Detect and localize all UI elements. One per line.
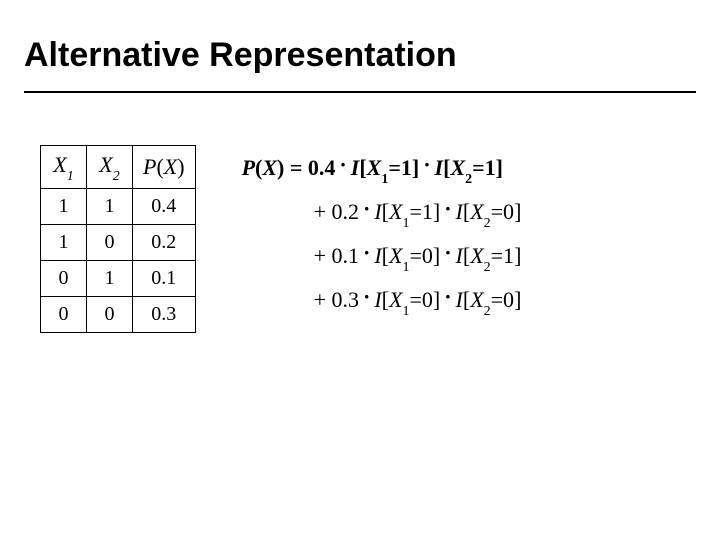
eq-val-a3: =0 xyxy=(409,287,432,312)
eq-sub-b2: 2 xyxy=(484,260,491,275)
eq-val-a2: =0 xyxy=(409,243,432,268)
cell-x2: 1 xyxy=(87,261,133,297)
table-row: 1 0 0.2 xyxy=(41,225,196,261)
equation-line-4: + 0.3·I[X1=0]·I[X2=0] xyxy=(242,279,522,323)
eq-coef-3: 0.3 xyxy=(331,287,359,312)
dot-icon: · xyxy=(440,284,455,309)
col-header-px-close: ) xyxy=(177,154,184,179)
eq-coef-1: 0.2 xyxy=(331,199,359,224)
eq-I: I xyxy=(374,287,381,312)
col-header-x2-var: X xyxy=(99,152,112,177)
cell-x2: 0 xyxy=(87,297,133,333)
equation-line-1: P(X) = 0.4·I[X1=1]·I[X2=1] xyxy=(242,147,522,191)
eq-coef-0: 0.4 xyxy=(308,155,336,180)
eq-I: I xyxy=(374,243,381,268)
dot-icon: · xyxy=(359,284,374,309)
eq-br-open: [ xyxy=(382,287,389,312)
dot-icon: · xyxy=(440,196,455,221)
table-header-row: X1 X2 P(X) xyxy=(41,146,196,189)
col-header-px-p: P xyxy=(143,154,156,179)
eq-coef-2: 0.1 xyxy=(331,243,359,268)
equation-block: P(X) = 0.4·I[X1=1]·I[X2=1] + 0.2·I[X1=1]… xyxy=(242,145,522,323)
cell-x1: 0 xyxy=(41,297,87,333)
col-header-x1: X1 xyxy=(41,146,87,189)
col-header-x1-var: X xyxy=(53,152,66,177)
title-rule xyxy=(24,91,696,93)
eq-br-open: [ xyxy=(359,155,366,180)
dot-icon: · xyxy=(359,240,374,265)
col-header-px-x: X xyxy=(164,154,177,179)
eq-lhs-x: X xyxy=(262,155,277,180)
eq-I: I xyxy=(456,243,463,268)
eq-br-close: ] xyxy=(514,199,521,224)
eq-br-open: [ xyxy=(382,199,389,224)
col-header-px-open: ( xyxy=(156,154,163,179)
eq-I: I xyxy=(456,287,463,312)
equation-line-2: + 0.2·I[X1=1]·I[X2=0] xyxy=(242,191,522,235)
eq-X: X xyxy=(367,155,382,180)
cell-px: 0.2 xyxy=(133,225,196,261)
eq-X: X xyxy=(450,155,465,180)
eq-br-close: ] xyxy=(514,287,521,312)
title-area: Alternative Representation xyxy=(0,0,720,105)
eq-val-b2: =1 xyxy=(491,243,514,268)
dot-icon: · xyxy=(359,196,374,221)
dot-icon: · xyxy=(419,152,434,177)
eq-val-b0: =1 xyxy=(472,155,496,180)
eq-sub-a0: 1 xyxy=(381,172,388,187)
dot-icon: · xyxy=(335,152,350,177)
cell-x2: 0 xyxy=(87,225,133,261)
eq-I: I xyxy=(435,155,444,180)
equation-line-3: + 0.1·I[X1=0]·I[X2=1] xyxy=(242,235,522,279)
eq-sub-b3: 2 xyxy=(484,304,491,319)
eq-I: I xyxy=(456,199,463,224)
col-header-x2-sub: 2 xyxy=(113,169,120,184)
eq-sub-a1: 1 xyxy=(402,216,409,231)
eq-X: X xyxy=(389,199,402,224)
cell-x1: 0 xyxy=(41,261,87,297)
cell-x2: 1 xyxy=(87,189,133,225)
col-header-x1-sub: 1 xyxy=(67,169,74,184)
content-area: X1 X2 P(X) 1 1 0.4 1 0 0.2 xyxy=(0,105,720,333)
eq-br-close: ] xyxy=(514,243,521,268)
probability-table: X1 X2 P(X) 1 1 0.4 1 0 0.2 xyxy=(40,145,196,333)
eq-equals: = xyxy=(284,155,308,180)
table-row: 0 0 0.3 xyxy=(41,297,196,333)
cell-x1: 1 xyxy=(41,225,87,261)
eq-sub-b0: 2 xyxy=(465,172,472,187)
eq-sub-b1: 2 xyxy=(484,216,491,231)
eq-X: X xyxy=(470,199,483,224)
eq-lhs-p: P xyxy=(242,155,255,180)
col-header-x2: X2 xyxy=(87,146,133,189)
eq-X: X xyxy=(470,243,483,268)
eq-plus: + xyxy=(314,199,332,224)
cell-px: 0.1 xyxy=(133,261,196,297)
eq-val-b3: =0 xyxy=(491,287,514,312)
eq-plus: + xyxy=(314,287,332,312)
eq-val-a1: =1 xyxy=(409,199,432,224)
eq-sub-a2: 1 xyxy=(402,260,409,275)
table-row: 0 1 0.1 xyxy=(41,261,196,297)
eq-I: I xyxy=(374,199,381,224)
eq-X: X xyxy=(389,287,402,312)
slide-title: Alternative Representation xyxy=(24,36,696,75)
table-row: 1 1 0.4 xyxy=(41,189,196,225)
eq-val-a0: =1 xyxy=(388,155,412,180)
eq-X: X xyxy=(470,287,483,312)
eq-br-close: ] xyxy=(496,155,503,180)
cell-px: 0.4 xyxy=(133,189,196,225)
cell-x1: 1 xyxy=(41,189,87,225)
cell-px: 0.3 xyxy=(133,297,196,333)
eq-val-b1: =0 xyxy=(491,199,514,224)
eq-X: X xyxy=(389,243,402,268)
eq-plus: + xyxy=(314,243,332,268)
col-header-px: P(X) xyxy=(133,146,196,189)
eq-sub-a3: 1 xyxy=(402,304,409,319)
dot-icon: · xyxy=(440,240,455,265)
eq-br-open: [ xyxy=(382,243,389,268)
